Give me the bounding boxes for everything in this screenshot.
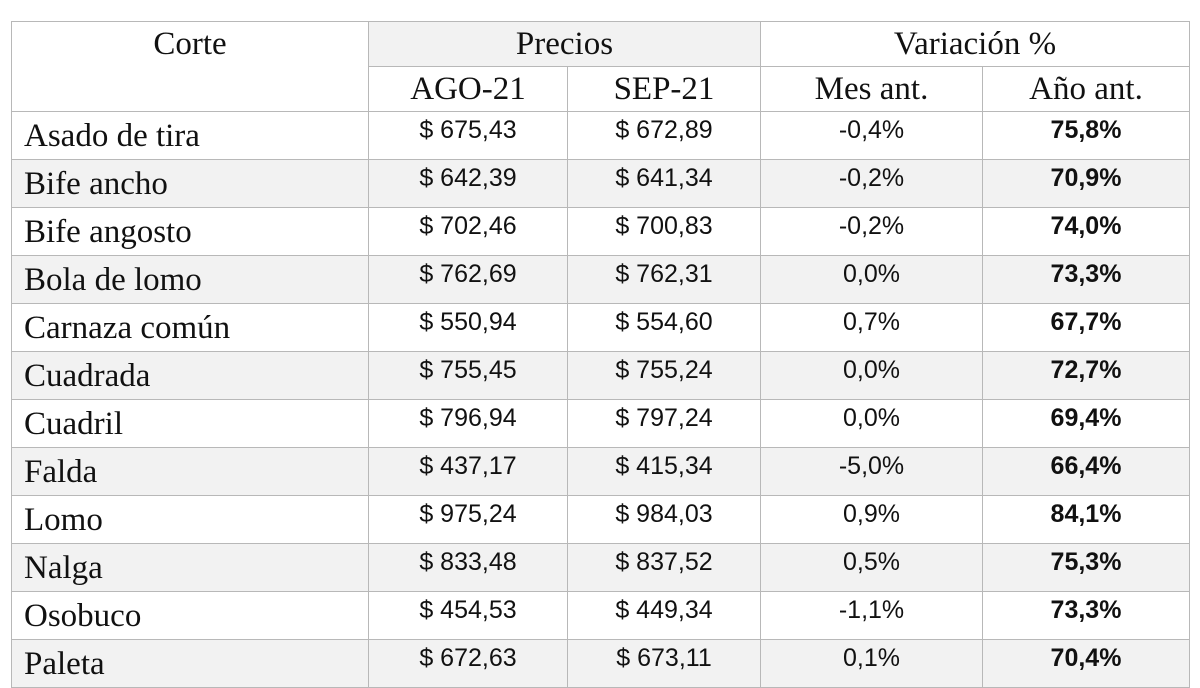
- cell-price-ago: $ 437,17: [368, 447, 568, 496]
- cell-price-sep: $ 700,83: [567, 207, 761, 256]
- cell-price-ago: $ 672,63: [368, 639, 568, 688]
- cell-price-sep: $ 641,34: [567, 159, 761, 208]
- table-row: Cuadril $ 796,94 $ 797,24 0,0% 69,4%: [11, 399, 1190, 448]
- table-row: Cuadrada $ 755,45 $ 755,24 0,0% 72,7%: [11, 351, 1190, 400]
- cell-var-mes: -5,0%: [760, 447, 983, 496]
- header-precios: Precios: [368, 21, 761, 67]
- table-row: Asado de tira $ 675,43 $ 672,89 -0,4% 75,8%: [11, 111, 1190, 160]
- cell-price-sep: $ 673,11: [567, 639, 761, 688]
- table-row: Lomo $ 975,24 $ 984,03 0,9% 84,1%: [11, 495, 1190, 544]
- header-row-sub: AGO-21 SEP-21 Mes ant. Año ant.: [12, 66, 1190, 112]
- cell-var-mes: -0,4%: [760, 111, 983, 160]
- cell-var-anio: 74,0%: [982, 207, 1190, 256]
- header-anio-ant: Año ant.: [982, 66, 1190, 112]
- cell-price-ago: $ 550,94: [368, 303, 568, 352]
- header-sep-21: SEP-21: [567, 66, 761, 112]
- cell-var-anio: 70,4%: [982, 639, 1190, 688]
- cell-var-mes: 0,5%: [760, 543, 983, 592]
- cell-price-sep: $ 554,60: [567, 303, 761, 352]
- table-row: Bola de lomo $ 762,69 $ 762,31 0,0% 73,3%: [11, 255, 1190, 304]
- cell-var-anio: 70,9%: [982, 159, 1190, 208]
- cell-price-ago: $ 975,24: [368, 495, 568, 544]
- cell-var-mes: -0,2%: [760, 207, 983, 256]
- price-table: Corte Precios Variación % AGO-21 SEP-21 …: [11, 21, 1190, 688]
- header-row-top: Corte Precios Variación %: [11, 21, 1190, 112]
- cell-var-mes: -1,1%: [760, 591, 983, 640]
- table-header: Corte Precios Variación % AGO-21 SEP-21 …: [11, 21, 1190, 112]
- cell-var-anio: 72,7%: [982, 351, 1190, 400]
- cell-var-mes: 0,1%: [760, 639, 983, 688]
- table-row: Nalga $ 833,48 $ 837,52 0,5% 75,3%: [11, 543, 1190, 592]
- cell-var-anio: 84,1%: [982, 495, 1190, 544]
- cell-var-anio: 66,4%: [982, 447, 1190, 496]
- cell-price-ago: $ 762,69: [368, 255, 568, 304]
- header-ago-21: AGO-21: [368, 66, 568, 112]
- cell-var-anio: 67,7%: [982, 303, 1190, 352]
- cell-corte: Osobuco: [11, 591, 369, 640]
- cell-corte: Bife ancho: [11, 159, 369, 208]
- cell-price-ago: $ 454,53: [368, 591, 568, 640]
- cell-var-mes: 0,7%: [760, 303, 983, 352]
- cell-corte: Bife angosto: [11, 207, 369, 256]
- cell-corte: Paleta: [11, 639, 369, 688]
- cell-corte: Falda: [11, 447, 369, 496]
- header-corte: Corte: [11, 21, 369, 112]
- table-row: Bife ancho $ 642,39 $ 641,34 -0,2% 70,9%: [11, 159, 1190, 208]
- table-row: Carnaza común $ 550,94 $ 554,60 0,7% 67,7%: [11, 303, 1190, 352]
- cell-var-mes: 0,0%: [760, 399, 983, 448]
- cell-var-anio: 73,3%: [982, 591, 1190, 640]
- table-row: Falda $ 437,17 $ 415,34 -5,0% 66,4%: [11, 447, 1190, 496]
- cell-price-ago: $ 702,46: [368, 207, 568, 256]
- cell-price-sep: $ 837,52: [567, 543, 761, 592]
- table-row: Osobuco $ 454,53 $ 449,34 -1,1% 73,3%: [11, 591, 1190, 640]
- cell-corte: Lomo: [11, 495, 369, 544]
- cell-price-ago: $ 642,39: [368, 159, 568, 208]
- cell-corte: Cuadrada: [11, 351, 369, 400]
- cell-price-sep: $ 415,34: [567, 447, 761, 496]
- table-row: Paleta $ 672,63 $ 673,11 0,1% 70,4%: [11, 639, 1190, 688]
- cell-var-anio: 69,4%: [982, 399, 1190, 448]
- cell-price-ago: $ 833,48: [368, 543, 568, 592]
- cell-var-mes: -0,2%: [760, 159, 983, 208]
- table-row: Bife angosto $ 702,46 $ 700,83 -0,2% 74,0%: [11, 207, 1190, 256]
- cell-corte: Carnaza común: [11, 303, 369, 352]
- header-mes-ant: Mes ant.: [760, 66, 983, 112]
- cell-price-ago: $ 755,45: [368, 351, 568, 400]
- cell-corte: Nalga: [11, 543, 369, 592]
- price-table-container: Corte Precios Variación % AGO-21 SEP-21 …: [11, 21, 1190, 688]
- cell-corte: Asado de tira: [11, 111, 369, 160]
- cell-var-mes: 0,9%: [760, 495, 983, 544]
- cell-corte: Bola de lomo: [11, 255, 369, 304]
- cell-var-mes: 0,0%: [760, 255, 983, 304]
- cell-price-sep: $ 672,89: [567, 111, 761, 160]
- cell-price-sep: $ 797,24: [567, 399, 761, 448]
- cell-price-ago: $ 675,43: [368, 111, 568, 160]
- cell-price-sep: $ 755,24: [567, 351, 761, 400]
- cell-var-anio: 75,3%: [982, 543, 1190, 592]
- header-variacion: Variación %: [760, 21, 1190, 67]
- cell-var-mes: 0,0%: [760, 351, 983, 400]
- cell-price-ago: $ 796,94: [368, 399, 568, 448]
- cell-corte: Cuadril: [11, 399, 369, 448]
- cell-var-anio: 75,8%: [982, 111, 1190, 160]
- cell-price-sep: $ 984,03: [567, 495, 761, 544]
- cell-price-sep: $ 762,31: [567, 255, 761, 304]
- cell-price-sep: $ 449,34: [567, 591, 761, 640]
- cell-var-anio: 73,3%: [982, 255, 1190, 304]
- table-body: Asado de tira $ 675,43 $ 672,89 -0,4% 75,8% B…: [11, 111, 1190, 688]
